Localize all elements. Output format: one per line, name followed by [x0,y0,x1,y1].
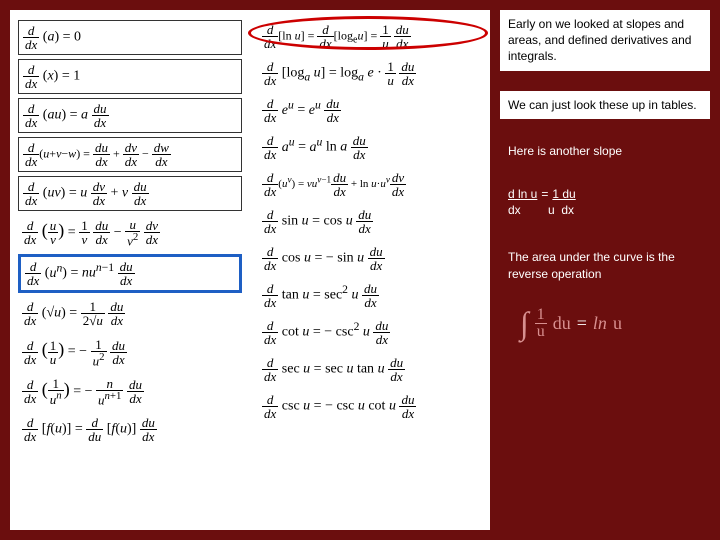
slope-eq-sign: = [541,186,548,203]
formula-const: ddx (a) = 0 [18,20,242,55]
text-1: Early on we looked at slopes and areas, … [508,17,691,63]
formula-panel: ddx (a) = 0 ddx (x) = 1 ddx (au) = a dud… [10,10,490,530]
integral-equation: ∫ 1 u du = ln u [500,305,710,342]
formula-identity: ddx (x) = 1 [18,59,242,94]
int-eq: = [577,313,587,334]
int-den: u [535,324,547,340]
formula-scalar: ddx (au) = a dudx [18,98,242,133]
formula-cot: ddx cot u = − csc2 u dudx [258,316,482,349]
text-3: Here is another slope [508,144,622,158]
int-num: 1 [535,307,547,324]
left-column: ddx (a) = 0 ddx (x) = 1 ddx (au) = a dud… [10,10,250,530]
text-box-2: We can just look these up in tables. [500,91,710,119]
text-box-1: Early on we looked at slopes and areas, … [500,10,710,71]
formula-sin: ddx sin u = cos u dudx [258,205,482,238]
text-line-3: Here is another slope [500,139,710,164]
text-line-5: The area under the curve is the reverse … [500,245,710,287]
integral-sign-icon: ∫ [520,305,529,342]
formula-exp: ddx eu = eu dudx [258,94,482,127]
formula-reciprocal: ddx (1u) = − 1u2 dudx [18,334,242,369]
formula-loga: ddx [loga u] = loga e · 1u dudx [258,57,482,90]
slope-den-right: u dx [525,202,574,219]
formula-reciprocal-n: ddx (1un) = − nun+1 dudx [18,374,242,409]
formula-quotient: ddx (uv) = 1v dudx − uv2 dvdx [18,215,242,250]
formula-chain: ddx [f(u)] = ddu [f(u)] dudx [18,413,242,446]
formula-sec: ddx sec u = sec u tan u dudx [258,353,482,386]
formula-au: ddx au = au ln a dudx [258,131,482,164]
formula-power: ddx (un) = nun−1 dudx [18,254,242,293]
text-panel: Early on we looked at slopes and areas, … [500,10,710,530]
slope-equation: d ln u = 1 du dx u dx [500,182,710,224]
formula-cos: ddx cos u = − sin u dudx [258,242,482,275]
formula-uv: ddx(uv) = vuv−1dudx + ln u·uvdvdx [258,168,482,201]
slope-num-left: d ln u [508,186,537,203]
text-5: The area under the curve is the reverse … [508,250,675,281]
slope-den-left: dx [508,202,521,219]
formula-sqrt: ddx (√u) = 12√u dudx [18,297,242,330]
formula-csc: ddx csc u = − csc u cot u dudx [258,390,482,423]
slope-num-right: 1 du [552,186,575,203]
int-ln: ln [593,313,607,334]
text-2: We can just look these up in tables. [508,98,697,112]
formula-tan: ddx tan u = sec2 u dudx [258,279,482,312]
formula-sum: ddx(u+v−w) = dudx + dvdx − dwdx [18,137,242,172]
int-u: u [613,313,622,334]
right-column: ddx[ln u] = ddx[logeu] = 1u dudx ddx [lo… [250,10,490,530]
int-du: du [553,313,571,334]
formula-ln: ddx[ln u] = ddx[logeu] = 1u dudx [258,20,482,53]
formula-product: ddx (uv) = u dvdx + v dudx [18,176,242,211]
